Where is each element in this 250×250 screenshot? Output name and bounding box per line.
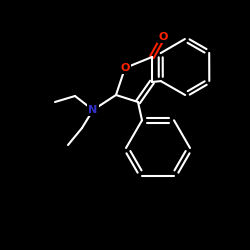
- Text: N: N: [88, 105, 98, 115]
- Text: O: O: [120, 63, 130, 73]
- Text: O: O: [158, 32, 168, 42]
